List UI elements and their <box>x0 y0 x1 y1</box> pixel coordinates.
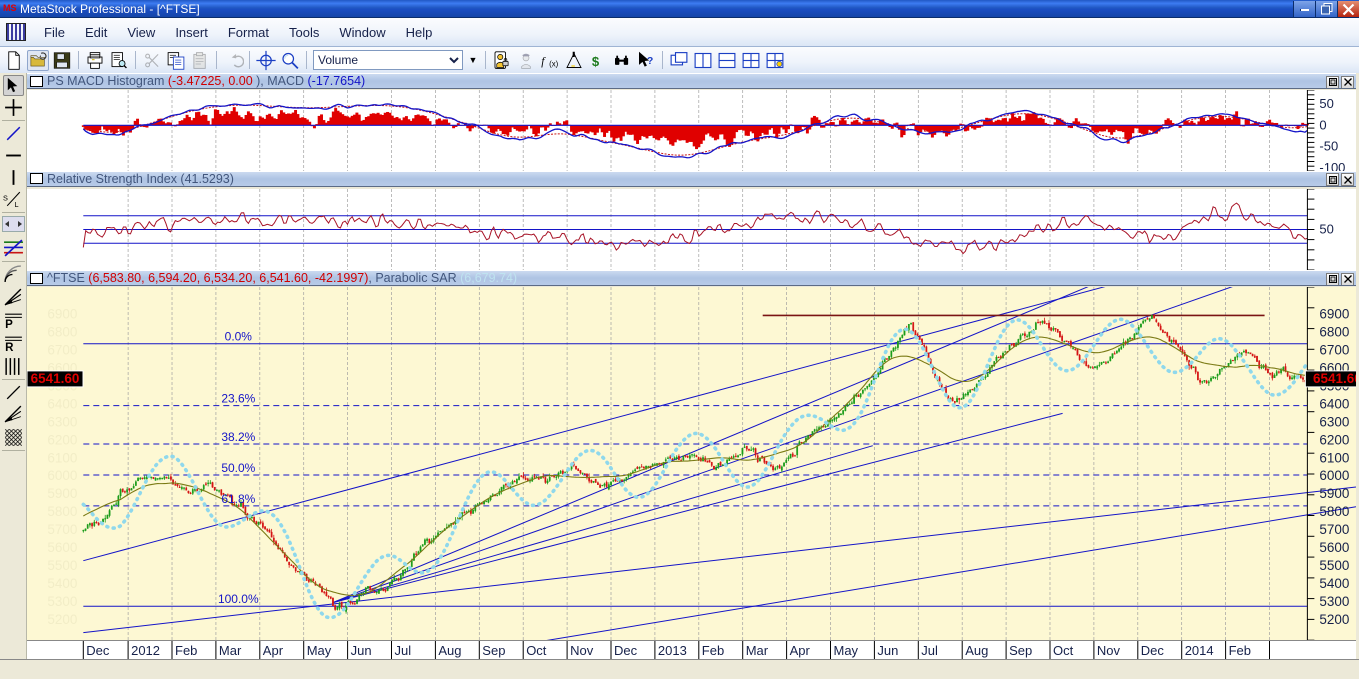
svg-text:50: 50 <box>1319 222 1333 237</box>
svg-text:Jul: Jul <box>921 643 938 658</box>
svg-text:Feb: Feb <box>1229 643 1251 658</box>
svg-text:-50: -50 <box>1319 138 1338 153</box>
svg-text:23.6%: 23.6% <box>221 391 255 405</box>
svg-text:?: ? <box>647 55 653 67</box>
svg-text:5200: 5200 <box>47 611 77 626</box>
svg-text:5600: 5600 <box>47 540 77 555</box>
svg-text:6100: 6100 <box>1319 450 1349 465</box>
svg-text:6900: 6900 <box>47 306 77 321</box>
svg-text:5700: 5700 <box>47 522 77 537</box>
svg-text:Dec: Dec <box>614 643 638 658</box>
svg-text:5900: 5900 <box>1319 486 1349 501</box>
svg-text:6541.60: 6541.60 <box>1313 370 1356 385</box>
svg-text:(x): (x) <box>549 59 559 68</box>
svg-text:P: P <box>5 319 13 331</box>
svg-text:Aug: Aug <box>965 643 988 658</box>
svg-text:6400: 6400 <box>1319 396 1349 411</box>
svg-text:5400: 5400 <box>47 576 77 591</box>
svg-text:38.2%: 38.2% <box>221 429 255 443</box>
svg-text:2013: 2013 <box>658 643 687 658</box>
svg-text:May: May <box>307 643 332 658</box>
svg-text:5400: 5400 <box>1319 576 1349 591</box>
svg-text:Jul: Jul <box>395 643 412 658</box>
svg-text:-100: -100 <box>1319 160 1345 171</box>
svg-text:5200: 5200 <box>1319 611 1349 626</box>
svg-text:5800: 5800 <box>1319 504 1349 519</box>
svg-text:May: May <box>834 643 859 658</box>
svg-text:0.0%: 0.0% <box>225 329 253 343</box>
svg-text:Sep: Sep <box>1009 643 1032 658</box>
svg-text:Feb: Feb <box>175 643 197 658</box>
svg-text:Jun: Jun <box>877 643 898 658</box>
svg-text:2012: 2012 <box>131 643 160 658</box>
svg-text:6300: 6300 <box>1319 414 1349 429</box>
svg-text:50.0%: 50.0% <box>221 460 255 474</box>
svg-text:61.8%: 61.8% <box>221 491 255 505</box>
svg-text:$: $ <box>592 53 600 68</box>
svg-text:Apr: Apr <box>263 643 284 658</box>
svg-text:6700: 6700 <box>1319 342 1349 357</box>
svg-text:Mar: Mar <box>219 643 242 658</box>
svg-text:6000: 6000 <box>1319 468 1349 483</box>
svg-text:Oct: Oct <box>1053 643 1074 658</box>
svg-text:100.0%: 100.0% <box>218 592 259 606</box>
svg-text:Dec: Dec <box>86 643 110 658</box>
svg-text:Jun: Jun <box>351 643 372 658</box>
svg-text:S: S <box>3 194 8 203</box>
svg-text:Mar: Mar <box>746 643 769 658</box>
svg-text:50: 50 <box>1319 96 1333 111</box>
svg-text:5900: 5900 <box>47 486 77 501</box>
svg-text:6100: 6100 <box>47 450 77 465</box>
svg-text:Oct: Oct <box>526 643 547 658</box>
svg-text:6200: 6200 <box>47 432 77 447</box>
svg-text:Aug: Aug <box>438 643 461 658</box>
svg-text:6000: 6000 <box>47 468 77 483</box>
svg-text:2014: 2014 <box>1185 643 1214 658</box>
svg-text:6200: 6200 <box>1319 432 1349 447</box>
svg-text:5500: 5500 <box>47 558 77 573</box>
svg-text:6541.60: 6541.60 <box>31 370 80 385</box>
svg-text:5300: 5300 <box>1319 593 1349 608</box>
svg-text:Apr: Apr <box>790 643 811 658</box>
svg-text:6800: 6800 <box>47 324 77 339</box>
svg-text:5300: 5300 <box>47 593 77 608</box>
svg-text:f: f <box>541 55 546 67</box>
svg-text:6800: 6800 <box>1319 324 1349 339</box>
svg-text:6400: 6400 <box>47 396 77 411</box>
svg-text:Dec: Dec <box>1141 643 1165 658</box>
svg-text:Sep: Sep <box>482 643 505 658</box>
svg-text:5600: 5600 <box>1319 540 1349 555</box>
svg-text:6300: 6300 <box>47 414 77 429</box>
svg-text:Feb: Feb <box>702 643 724 658</box>
svg-text:Nov: Nov <box>570 643 594 658</box>
svg-text:5500: 5500 <box>1319 558 1349 573</box>
svg-text:L: L <box>15 200 19 209</box>
svg-text:5700: 5700 <box>1319 522 1349 537</box>
svg-text:6700: 6700 <box>47 342 77 357</box>
svg-text:6900: 6900 <box>1319 306 1349 321</box>
svg-text:0: 0 <box>1319 117 1326 132</box>
svg-text:R: R <box>5 342 14 354</box>
svg-text:Nov: Nov <box>1097 643 1121 658</box>
svg-text:5800: 5800 <box>47 504 77 519</box>
